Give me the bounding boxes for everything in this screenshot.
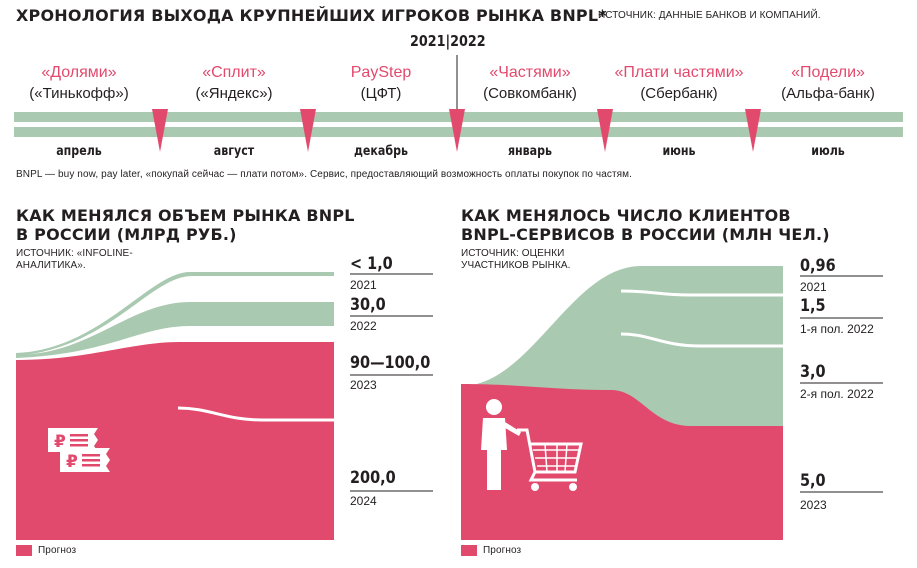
receipt-line	[70, 439, 88, 442]
right-chart-source-line: УЧАСТНИКОВ РЫНКА.	[461, 260, 571, 271]
right-legend-label: Прогноз	[483, 545, 522, 556]
timeline-month-label: июнь	[662, 144, 696, 159]
right-period-label: 2-я пол. 2022	[800, 387, 874, 401]
left-period-label: 2023	[350, 378, 377, 392]
left-chart-source-line: АНАЛИТИКА».	[16, 260, 86, 271]
cart-frame	[517, 428, 583, 474]
left-area-2022	[16, 302, 334, 358]
left-chart-title: КАК МЕНЯЛСЯ ОБЪЕМ РЫНКА BNPL В РОССИИ (М…	[16, 206, 355, 244]
timeline-marker	[597, 109, 613, 152]
right-period-label: 1-я пол. 2022	[800, 322, 874, 336]
right-chart-source-line: ИСТОЧНИК: ОЦЕНКИ	[461, 248, 565, 259]
left-area-forecast-2023	[16, 342, 334, 540]
right-value-label: 5,0	[800, 471, 826, 491]
page-title: ХРОНОЛОГИЯ ВЫХОДА КРУПНЕЙШИХ ИГРОКОВ РЫН…	[16, 6, 607, 25]
left-area-2024-edge	[177, 406, 334, 422]
timeline-bank-label: (ЦФТ)	[360, 85, 402, 102]
right-value-label: 1,5	[800, 296, 826, 316]
left-chart-title-line: В РОССИИ (МЛРД РУБ.)	[16, 225, 237, 244]
left-value-label: 200,0	[350, 468, 396, 488]
timeline-product-label: «Долями»	[41, 64, 117, 81]
timeline-marker	[300, 109, 316, 152]
shopper-body	[481, 418, 507, 490]
receipt-line	[70, 434, 88, 437]
left-chart-title-line: КАК МЕНЯЛСЯ ОБЪЕМ РЫНКА BNPL	[16, 206, 355, 225]
left-chart-source-line: ИСТОЧНИК: «INFOLINE-	[16, 248, 133, 259]
footnote: BNPL — buy now, pay later, «покупай сейч…	[16, 169, 632, 180]
timeline-marker	[449, 109, 465, 152]
right-chart-title-line: BNPL-СЕРВИСОВ В РОССИИ (МЛН ЧЕЛ.)	[461, 225, 830, 244]
cart-grid	[533, 443, 579, 473]
ruble-sign: ₽	[66, 452, 78, 472]
left-period-label: 2024	[350, 494, 377, 508]
cart-wheel	[531, 483, 539, 491]
left-value-label: 30,0	[350, 295, 386, 315]
ruble-receipt-icon: ₽₽	[48, 428, 110, 472]
timeline-month-label: декабрь	[353, 144, 408, 159]
timeline-month-label: апрель	[56, 144, 102, 159]
timeline-bank-label: (Совкомбанк)	[483, 85, 577, 102]
right-chart-title-line: КАК МЕНЯЛОСЬ ЧИСЛО КЛИЕНТОВ	[461, 206, 791, 225]
right-value-label: 3,0	[800, 362, 826, 382]
header-source: ИСТОЧНИК: ДАННЫЕ БАНКОВ И КОМПАНИЙ.	[598, 10, 821, 21]
timeline-bank-label: («Тинькофф»)	[29, 85, 129, 102]
shopper-head	[486, 399, 502, 415]
left-period-label: 2021	[350, 278, 377, 292]
right-area-actual	[461, 266, 783, 426]
right-separator-1	[620, 289, 783, 297]
timeline-bank-label: (Альфа-банк)	[781, 85, 875, 102]
right-chart-source: ИСТОЧНИК: ОЦЕНКИ УЧАСТНИКОВ РЫНКА.	[461, 248, 571, 272]
right-legend-swatch	[461, 545, 477, 556]
left-value-label: 90—100,0	[350, 353, 431, 373]
right-chart-title: КАК МЕНЯЛОСЬ ЧИСЛО КЛИЕНТОВ BNPL-СЕРВИСО…	[461, 206, 830, 244]
receipt-line	[82, 464, 100, 467]
timeline-month-label: январь	[507, 144, 553, 159]
left-legend-label: Прогноз	[38, 545, 77, 556]
timeline-bank-label: («Яндекс»)	[195, 85, 273, 102]
timeline-product-label: PayStep	[350, 64, 412, 81]
shopper-arm	[505, 422, 521, 436]
timeline-graphic	[14, 55, 903, 152]
left-period-label: 2022	[350, 319, 377, 333]
ruble-sign: ₽	[54, 432, 66, 452]
receipt-line	[82, 459, 100, 462]
year-divider-label: 2021|2022	[410, 32, 486, 50]
left-value-label: < 1,0	[350, 254, 393, 274]
timeline-product-label: «Частями»	[489, 64, 571, 81]
timeline-marker	[152, 109, 168, 152]
timeline-bank-label: (Сбербанк)	[640, 85, 718, 102]
receipt-line	[82, 454, 100, 457]
timeline-marker	[745, 109, 761, 152]
cart-wheel	[569, 483, 577, 491]
timeline-product-label: «Плати частями»	[614, 64, 744, 81]
timeline-product-label: «Подели»	[791, 64, 865, 81]
right-value-label: 0,96	[800, 256, 836, 276]
left-legend-swatch	[16, 545, 32, 556]
receipt-line	[70, 444, 88, 447]
timeline-product-label: «Сплит»	[202, 64, 266, 81]
right-period-label: 2021	[800, 280, 827, 294]
right-period-label: 2023	[800, 498, 827, 512]
cart-base	[528, 471, 577, 482]
timeline-month-label: август	[213, 144, 255, 159]
right-area-forecast	[461, 384, 783, 540]
timeline-month-label: июль	[811, 144, 845, 159]
shopper-with-cart-icon	[481, 399, 583, 491]
right-chart	[461, 266, 883, 540]
left-chart: ₽₽	[16, 272, 433, 540]
right-separator-2	[620, 332, 783, 348]
left-chart-source: ИСТОЧНИК: «INFOLINE- АНАЛИТИКА».	[16, 248, 133, 272]
